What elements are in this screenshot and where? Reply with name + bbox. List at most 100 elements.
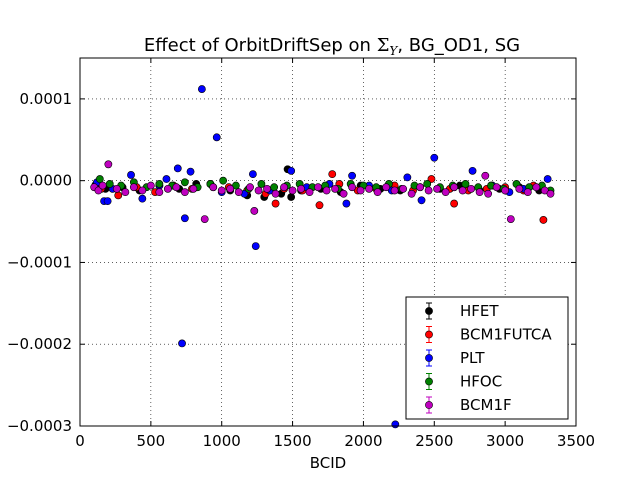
data-point (407, 189, 416, 198)
x-tick-label: 1500 (273, 432, 311, 450)
data-point (254, 186, 263, 195)
data-point (546, 189, 555, 198)
data-point (390, 186, 399, 195)
data-point (226, 184, 235, 193)
data-point (506, 215, 515, 224)
data-point (155, 180, 164, 188)
x-tick-label: 3000 (486, 432, 524, 450)
data-point (450, 183, 459, 192)
data-point (212, 133, 221, 142)
plot-area-frame (79, 57, 577, 427)
data-point (251, 242, 260, 250)
data-point (180, 178, 189, 187)
data-point (450, 199, 459, 208)
x-tick-label: 0 (75, 432, 85, 450)
data-point (481, 171, 490, 180)
data-point (515, 184, 524, 193)
data-point (315, 201, 324, 210)
data-point (348, 171, 356, 180)
x-tick-labels: 0 500 1000 1500 2000 2500 3000 3500 (75, 432, 595, 450)
data-point (121, 188, 130, 197)
data-point (127, 171, 135, 179)
legend-label: HFOC (460, 373, 502, 391)
data-point (399, 184, 408, 193)
data-point (146, 181, 155, 190)
legend-label: BCM1FUTCA (460, 326, 552, 344)
x-tick-label: 2000 (344, 432, 382, 450)
data-point (234, 188, 243, 197)
data-point (263, 184, 271, 193)
data-point (458, 186, 467, 195)
legend-marker (425, 401, 433, 409)
legend-label: HFET (460, 302, 499, 320)
x-axis-label: BCID (310, 454, 346, 472)
data-point (248, 170, 257, 179)
data-point (417, 196, 426, 205)
data-point (314, 183, 322, 192)
y-tick-labels: −0.0003 −0.0002 −0.0001 0.0000 0.0001 (7, 90, 72, 435)
legend-box (405, 296, 569, 420)
data-point (532, 183, 541, 192)
data-point (331, 184, 339, 193)
data-point (105, 180, 114, 188)
data-point (250, 207, 259, 215)
data-point (219, 176, 228, 185)
data-point (416, 183, 425, 192)
data-point (305, 188, 314, 197)
legend-marker (425, 354, 433, 362)
data-point (271, 189, 280, 198)
data-point (186, 167, 195, 176)
data-point (288, 186, 297, 195)
data-point (162, 175, 171, 183)
data-point (403, 173, 412, 182)
data-point (200, 215, 209, 224)
data-point (433, 184, 442, 193)
data-point (94, 186, 103, 195)
data-point (501, 186, 510, 195)
data-point (287, 193, 296, 201)
legend: HFET BCM1FUTCA PLT HFOC BCM1F (405, 296, 569, 420)
data-point (217, 186, 226, 195)
axis-ticks (79, 58, 577, 427)
data-point (441, 188, 450, 197)
data-point (475, 188, 484, 197)
data-point (365, 184, 373, 193)
data-point (539, 216, 548, 224)
y-tick-label: −0.0003 (7, 417, 72, 435)
legend-label: BCM1F (460, 396, 512, 414)
data-point (430, 153, 439, 162)
data-point (287, 166, 296, 175)
y-tick-label: −0.0002 (7, 335, 72, 353)
data-point (468, 166, 477, 175)
data-point (424, 186, 433, 195)
data-point (297, 184, 305, 193)
data-point (95, 175, 104, 183)
data-point (543, 175, 552, 183)
data-point (382, 183, 391, 192)
data-point (103, 197, 112, 206)
data-point (342, 199, 351, 208)
data-point (427, 175, 436, 183)
data-point (209, 183, 218, 192)
legend-marker (425, 307, 433, 315)
data-point (104, 160, 113, 169)
data-point (348, 183, 356, 192)
data-point (129, 183, 138, 192)
series-bcm1f (90, 160, 555, 224)
y-tick-label: 0.0001 (20, 90, 73, 108)
data-point (484, 189, 493, 198)
x-tick-label: 3500 (557, 432, 595, 450)
legend-label: PLT (460, 349, 485, 367)
data-point (112, 184, 121, 193)
data-point (197, 85, 206, 93)
data-point (163, 184, 172, 193)
data-point (114, 191, 123, 200)
data-point (373, 188, 382, 197)
x-tick-label: 1000 (203, 432, 241, 450)
data-point (271, 199, 280, 208)
data-point (155, 188, 164, 197)
data-point (180, 214, 189, 223)
data-point (270, 183, 279, 192)
y-tick-label: −0.0001 (7, 253, 72, 271)
